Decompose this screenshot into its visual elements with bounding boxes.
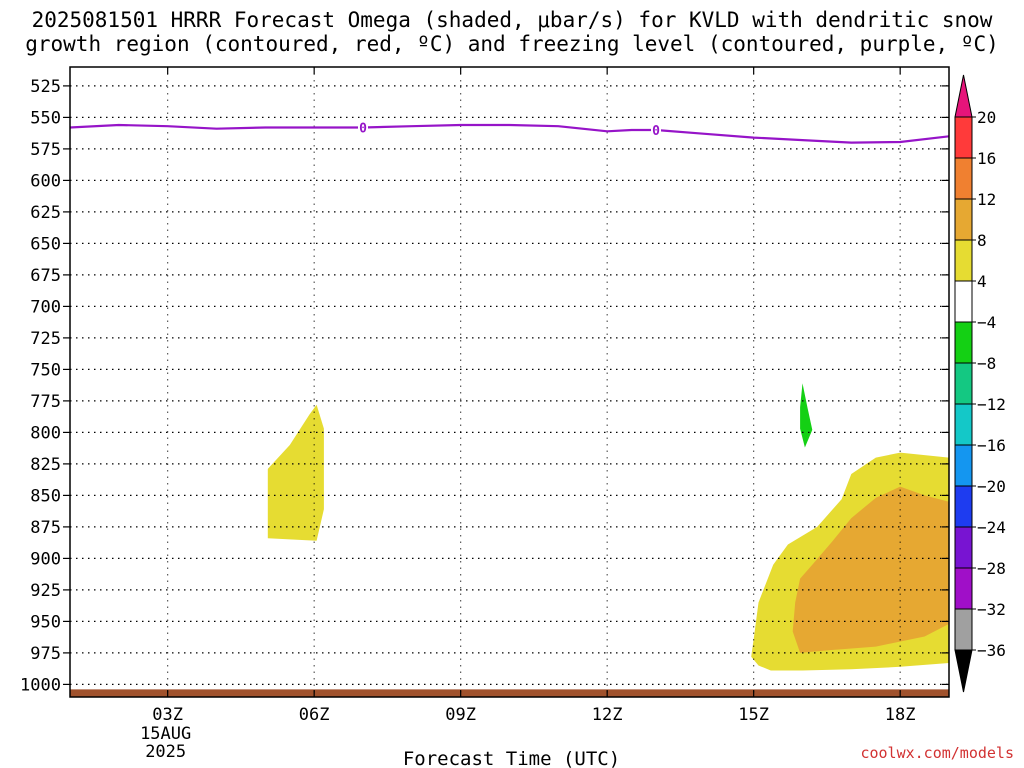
colorbar-label: 16 [977, 149, 996, 168]
colorbar-segment [954, 362, 973, 405]
y-tick-label: 725 [30, 329, 61, 349]
omega-region-1 [267, 404, 324, 541]
title-line-1: 2025081501 HRRR Forecast Omega (shaded, … [31, 8, 993, 32]
y-tick-label: 825 [30, 455, 61, 475]
colorbar-label: −16 [977, 436, 1006, 455]
colorbar-top-arrow [954, 74, 973, 118]
colorbar-segment [954, 403, 973, 446]
omega-shading-layer [70, 383, 949, 697]
y-tick-label: 900 [30, 549, 61, 569]
plot-frame [69, 66, 950, 698]
y-tick-label: 850 [30, 486, 61, 506]
x-tick-label: 03Z [152, 705, 183, 725]
watermark: coolwx.com/models [860, 744, 1014, 762]
freezing-label-bg [358, 119, 368, 135]
y-tick-label: 600 [30, 171, 61, 191]
colorbar-segment [954, 444, 973, 487]
x-tick-label: 12Z [592, 705, 623, 725]
y-tick-label: 875 [30, 518, 61, 538]
y-tick-label: 775 [30, 392, 61, 412]
x-tick-label: 06Z [299, 705, 330, 725]
colorbar-segment [954, 239, 973, 282]
x-tick-label: 15Z [738, 705, 769, 725]
colorbar-label: −12 [977, 395, 1006, 414]
colorbar-label: 4 [977, 272, 987, 291]
y-tick-label: 700 [30, 297, 61, 317]
colorbar-label: −28 [977, 559, 1006, 578]
x-axis-label: Forecast Time (UTC) [403, 748, 620, 768]
colorbar-label: −8 [977, 354, 996, 373]
y-tick-label: 750 [30, 360, 61, 380]
y-tick-label: 1000 [20, 675, 61, 695]
colorbar-segment [954, 280, 973, 323]
title-line-2: growth region (contoured, red, ºC) and f… [25, 32, 999, 56]
y-tick-label: 625 [30, 203, 61, 223]
y-tick-label: 975 [30, 644, 61, 664]
colorbar-bottom-arrow [954, 649, 973, 693]
omega-region-5 [70, 689, 949, 697]
colorbar-label: 20 [977, 108, 996, 127]
colorbar-segment [954, 567, 973, 610]
colorbar-label: −4 [977, 313, 996, 332]
x-tick-label: 09Z [445, 705, 476, 725]
omega-region-2 [800, 383, 813, 448]
freezing-label-bg [651, 122, 661, 137]
x-tick-label: 18Z [885, 705, 916, 725]
colorbar-segment [954, 526, 973, 569]
colorbar-segment [954, 198, 973, 241]
colorbar-label: −32 [977, 600, 1006, 619]
colorbar-segment [954, 608, 973, 651]
y-tick-label: 950 [30, 612, 61, 632]
colorbar-label: −36 [977, 641, 1006, 660]
y-tick-label: 550 [30, 108, 61, 128]
colorbar: 20 16 12 8 4 −4 −8 −12 −16 −20 −24 −28 −32 −36 [954, 74, 1006, 693]
date-label-year: 2025 [145, 742, 186, 762]
y-tick-label: 925 [30, 581, 61, 601]
colorbar-segment [954, 116, 973, 159]
colorbar-label: −20 [977, 477, 1006, 496]
y-tick-label: 675 [30, 266, 61, 286]
colorbar-segment [954, 321, 973, 364]
y-tick-label: 650 [30, 234, 61, 254]
y-axis: 525 550 575 600 625 650 675 700 725 750 775 800 825 8… [20, 77, 949, 695]
colorbar-segment [954, 157, 973, 200]
colorbar-label: −24 [977, 518, 1006, 537]
chart-title: 2025081501 HRRR Forecast Omega (shaded, … [0, 8, 1024, 56]
grid-layer [70, 67, 949, 697]
colorbar-label: 8 [977, 231, 987, 250]
y-tick-label: 525 [30, 77, 61, 97]
y-tick-label: 800 [30, 423, 61, 443]
colorbar-segment [954, 485, 973, 528]
freezing-level-label: 0 [652, 124, 660, 139]
freezing-level-line [69, 123, 950, 144]
freezing-level-label: 0 [359, 121, 367, 136]
colorbar-label: 12 [977, 190, 996, 209]
y-tick-label: 575 [30, 140, 61, 160]
date-label-day: 15AUG [140, 724, 191, 744]
omega-region-4 [792, 486, 949, 653]
